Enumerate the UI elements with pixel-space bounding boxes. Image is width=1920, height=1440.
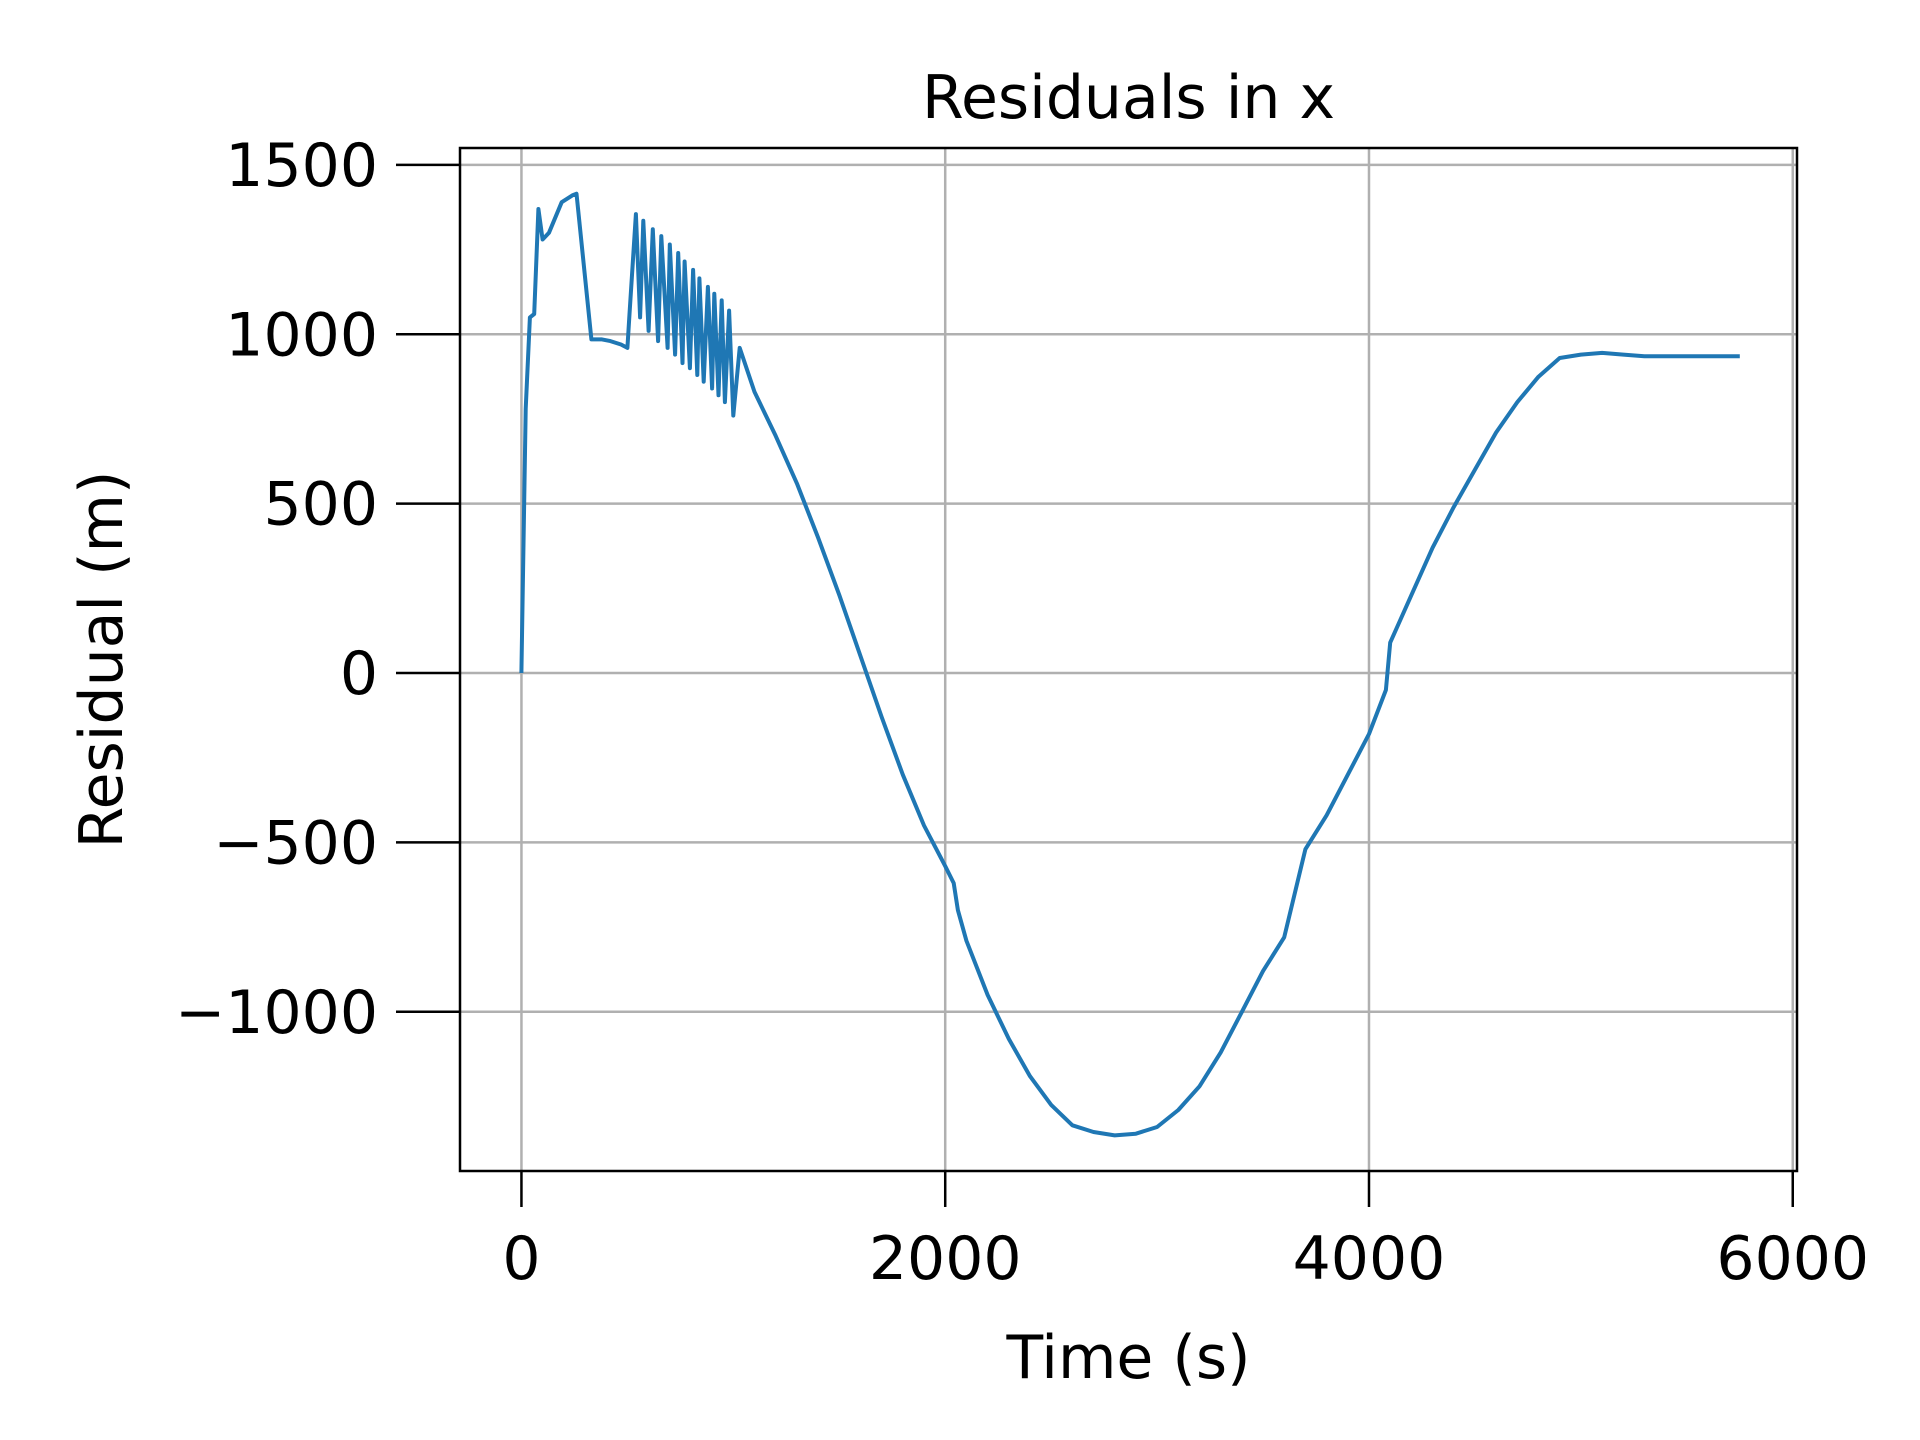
y-tick-label: −1000 <box>175 978 378 1048</box>
x-tick-label: 0 <box>502 1224 540 1294</box>
x-tick-label: 6000 <box>1716 1224 1869 1294</box>
y-tick-label: 1000 <box>225 300 378 370</box>
chart-title: Residuals in x <box>922 63 1335 133</box>
y-axis-label: Residual (m) <box>67 471 137 849</box>
y-tick-label: 0 <box>340 639 378 709</box>
x-tick-label: 2000 <box>869 1224 1022 1294</box>
ticks: 0 2000 4000 6000 −1000 −500 0 500 1000 1500 <box>175 131 1869 1294</box>
x-tick-label: 4000 <box>1293 1224 1446 1294</box>
series-line <box>519 191 1740 1138</box>
y-tick-label: 1500 <box>225 131 378 201</box>
series-layer <box>519 191 1740 1138</box>
x-axis-label: Time (s) <box>1006 1323 1251 1393</box>
plot-frame <box>458 146 1799 1173</box>
y-tick-label: 500 <box>263 470 378 540</box>
y-tick-label: −500 <box>213 808 378 878</box>
